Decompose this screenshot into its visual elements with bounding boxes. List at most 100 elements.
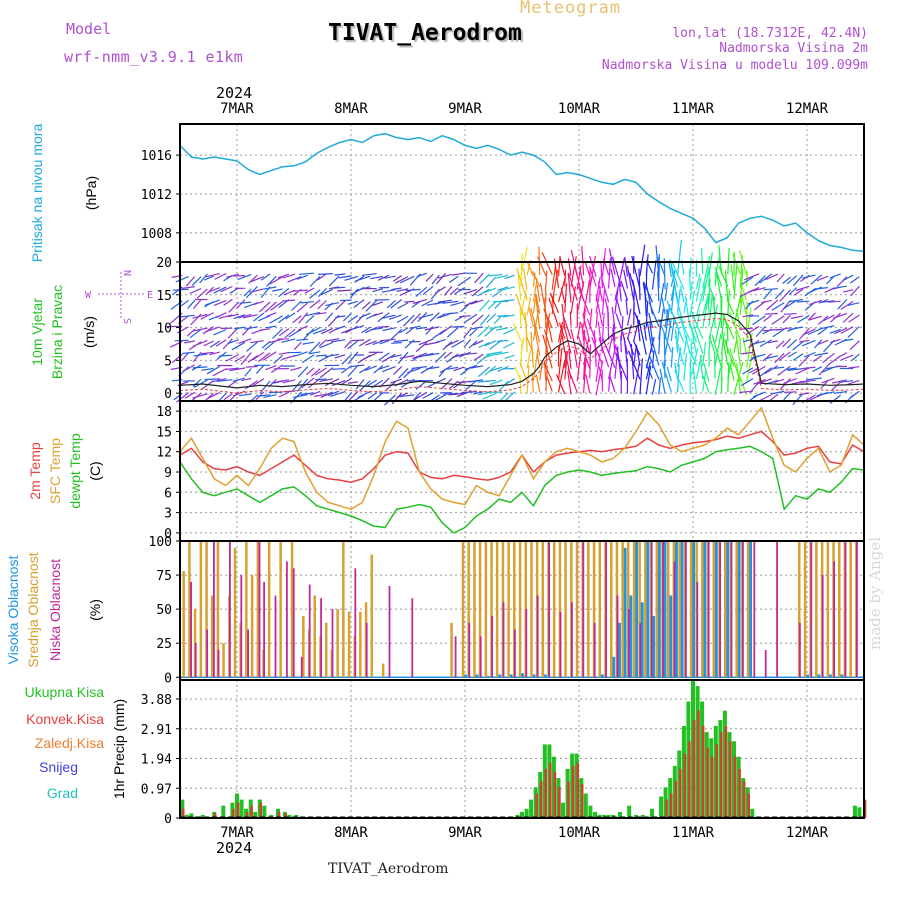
- cloud-low-bar: [582, 541, 584, 677]
- cloud-mid-bar: [815, 541, 818, 677]
- x-day-label-bottom: 11MAR: [672, 825, 715, 841]
- cloud-mid-bar: [701, 541, 704, 677]
- cloud-low-bar: [240, 575, 242, 677]
- wind-arrow: [392, 393, 402, 404]
- cloud-mid-bar: [507, 541, 510, 677]
- wind-arrow: [700, 355, 702, 379]
- wind-arrow: [405, 340, 414, 348]
- wind-arrow: [175, 340, 189, 341]
- wind-arrow: [437, 273, 446, 284]
- cloud-mid-bar: [713, 541, 716, 677]
- wind-arrow: [394, 367, 402, 375]
- wind-arrow: [377, 327, 389, 328]
- cloud-low-bar: [455, 636, 457, 677]
- x-day-label-bottom: 10MAR: [558, 825, 601, 841]
- wind-arrow: [239, 394, 251, 396]
- wind-arrow: [513, 323, 521, 340]
- y-tick-label: 12: [156, 446, 172, 461]
- compass-w-label: W: [85, 290, 92, 301]
- year-label-bottom: 2024: [216, 839, 252, 857]
- wind-arrow: [501, 300, 514, 301]
- precip-total-bar: [240, 800, 244, 818]
- precip-conv-bar: [535, 794, 538, 819]
- wind-arrow: [282, 300, 295, 301]
- wind-arrow: [527, 365, 529, 393]
- wind-arrow: [479, 300, 489, 311]
- wind-arrow: [582, 246, 584, 275]
- wind-arrow: [318, 274, 333, 275]
- wind-arrow: [363, 353, 377, 360]
- pressure-line: [180, 134, 864, 252]
- wind-arrow: [190, 289, 201, 294]
- wind-arrow: [279, 353, 289, 355]
- wind-arrow: [617, 298, 622, 316]
- wind-arrow: [602, 277, 609, 302]
- precip-total-bar: [627, 806, 631, 818]
- y-tick-label: 9: [164, 466, 172, 481]
- y-tick-label: 20: [156, 256, 172, 271]
- wind-arrow: [240, 302, 252, 303]
- precip-conv-bar: [250, 806, 253, 818]
- wind-arrow: [537, 376, 540, 391]
- cloud-mid-bar: [599, 541, 602, 677]
- wind-arrow: [560, 258, 565, 276]
- wind-arrow: [368, 393, 377, 399]
- wind-arrow: [741, 352, 753, 354]
- wind-arrow: [842, 339, 854, 341]
- cloud-low-bar: [594, 623, 596, 678]
- wind-arrow: [391, 343, 401, 344]
- cloud-mid-bar: [268, 541, 271, 677]
- cloud-low-bar: [320, 598, 322, 677]
- cloud-low-bar: [190, 582, 192, 677]
- wind-arrow: [253, 313, 263, 321]
- wind-arrow: [780, 290, 791, 302]
- cloud-mid-bar: [849, 541, 852, 677]
- cloud-low-label: Niska Oblacnost: [47, 559, 63, 661]
- wind-arrow: [310, 276, 320, 286]
- panel-frame: [180, 124, 864, 262]
- wind-arrow: [532, 372, 533, 393]
- wind-arrow: [602, 313, 604, 342]
- footer-station: TIVAT_Aerodrom: [328, 861, 449, 877]
- wind-arrow: [635, 312, 640, 325]
- cloud-low-bar: [776, 541, 778, 677]
- wind-arrow: [400, 356, 415, 359]
- cloud-low-bar: [195, 643, 197, 677]
- wind-arrow: [337, 290, 352, 291]
- wind-arrow: [336, 301, 346, 310]
- wind-arrow: [382, 290, 396, 293]
- wind-arrow: [841, 301, 853, 309]
- precip-conv-bar: [577, 763, 580, 818]
- wind-arrow: [743, 337, 747, 355]
- wind-arrow: [493, 290, 503, 297]
- wind-arrow: [649, 302, 659, 327]
- compass-s-label: S: [121, 318, 132, 324]
- cloud-mid-bar: [336, 609, 339, 677]
- x-day-label-top: 10MAR: [558, 101, 601, 117]
- wind-arrow: [850, 391, 859, 398]
- cloud-mid-bar: [519, 541, 522, 677]
- wind-arrow: [850, 277, 859, 283]
- wind-arrow: [565, 270, 566, 287]
- wind-arrow: [394, 340, 408, 342]
- wind-arrow: [321, 328, 333, 333]
- precip-total-bar: [221, 806, 225, 818]
- wind-arrow: [335, 274, 346, 275]
- wind-arrow: [237, 300, 246, 309]
- cloud-low-bar: [548, 541, 550, 677]
- wind-arrow: [515, 367, 521, 381]
- wind-arrow: [403, 315, 414, 326]
- cloud-low-bar: [651, 541, 653, 677]
- cloud-low-bar: [480, 636, 482, 677]
- wind-ylabel: 10m Vjetar: [29, 298, 45, 366]
- wind-arrow: [454, 288, 464, 295]
- cloud-low-bar: [503, 602, 505, 677]
- precip-conv-bar: [581, 784, 584, 818]
- x-day-label-top: 9MAR: [448, 101, 482, 117]
- cloud-low-bar: [674, 561, 676, 677]
- wind-arrow: [290, 367, 301, 370]
- wind-arrow: [621, 316, 623, 341]
- year-label-top: 2024: [216, 84, 252, 102]
- wind-arrow: [487, 314, 496, 323]
- cloud-low-bar: [468, 623, 470, 678]
